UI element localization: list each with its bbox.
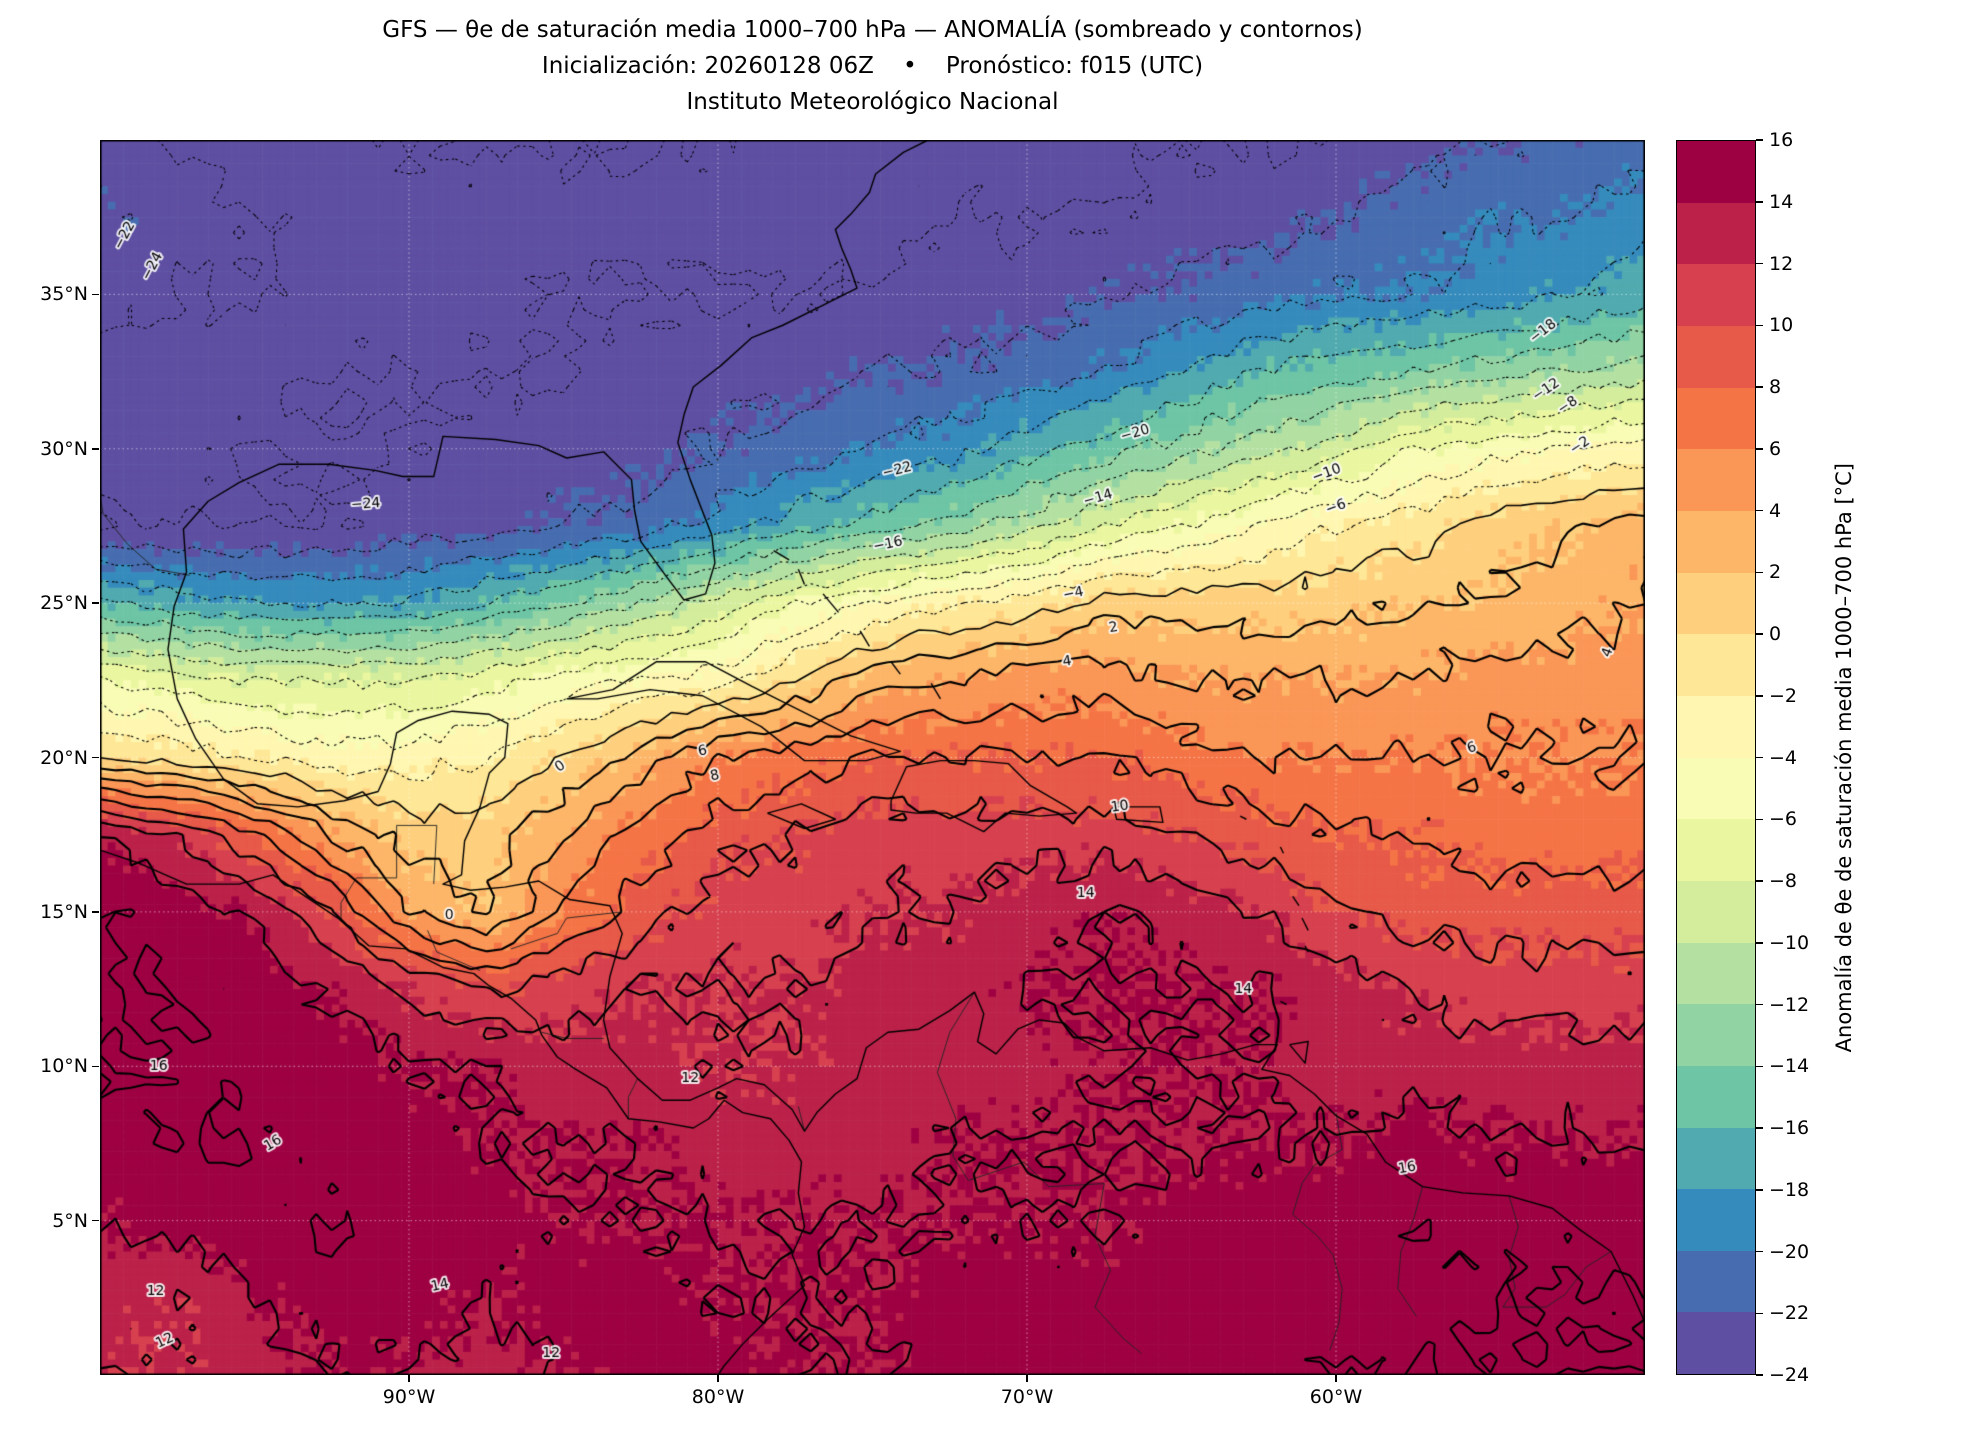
colorbar-tick-mark: [1756, 633, 1763, 635]
y-axis-tick-label: 35°N: [40, 283, 88, 306]
x-axis-tick-mark: [717, 1375, 719, 1382]
colorbar-tick-mark: [1756, 1003, 1763, 1006]
colorbar-tick-mark: [1756, 756, 1763, 759]
y-axis-tick-mark: [92, 756, 99, 759]
map-canvas: [100, 140, 1645, 1375]
colorbar-cell: [1677, 387, 1755, 450]
colorbar-tick-label: −20: [1769, 1240, 1810, 1263]
colorbar-tick-label: −18: [1769, 1178, 1810, 1201]
colorbar-tick-label: −4: [1769, 746, 1798, 769]
colorbar-cell: [1677, 695, 1755, 758]
colorbar-cell: [1677, 141, 1755, 203]
colorbar-tick-mark: [1756, 1127, 1763, 1129]
y-axis-tick-label: 30°N: [40, 437, 88, 460]
y-axis-tick-label: 20°N: [40, 746, 88, 769]
colorbar-tick-mark: [1756, 509, 1763, 512]
x-axis-tick-mark: [408, 1375, 410, 1382]
x-axis-tick-label: 80°W: [691, 1386, 745, 1408]
colorbar-cell: [1677, 1065, 1755, 1128]
colorbar-cell: [1677, 572, 1755, 635]
colorbar-cell: [1677, 757, 1755, 820]
colorbar-tick-mark: [1756, 571, 1763, 573]
colorbar-tick-mark: [1756, 1250, 1763, 1253]
colorbar-tick-label: 4: [1769, 499, 1782, 522]
figure-titles: GFS — θe de saturación media 1000–700 hP…: [100, 12, 1645, 120]
page-title: GFS — θe de saturación media 1000–700 hP…: [382, 17, 1363, 43]
colorbar-tick-label: 14: [1769, 190, 1794, 213]
colorbar-cell: [1677, 1189, 1755, 1251]
y-axis-tick-mark: [92, 602, 99, 604]
y-axis-tick-mark: [92, 911, 99, 913]
y-axis-tick-mark: [92, 448, 99, 450]
colorbar-tick-label: −24: [1769, 1364, 1810, 1386]
colorbar-cell: [1677, 880, 1755, 943]
x-axis-tick-label: 70°W: [1000, 1386, 1054, 1408]
colorbar-cell: [1677, 264, 1755, 326]
y-axis-tick-mark: [92, 1065, 99, 1067]
colorbar-tick-label: −14: [1769, 1055, 1810, 1078]
colorbar-tick-mark: [1756, 1189, 1763, 1191]
colorbar-cell: [1677, 1004, 1755, 1066]
colorbar-cell: [1677, 325, 1755, 388]
colorbar-tick-mark: [1756, 695, 1763, 697]
colorbar-cell: [1677, 1127, 1755, 1190]
colorbar-tick-label: −12: [1769, 993, 1810, 1016]
colorbar-tick-mark: [1756, 1312, 1763, 1314]
x-axis-tick-mark: [1026, 1375, 1028, 1382]
colorbar-tick-mark: [1756, 880, 1763, 882]
colorbar-cell: [1677, 449, 1755, 511]
colorbar-tick-mark: [1756, 942, 1763, 944]
colorbar-tick-label: −6: [1769, 808, 1798, 831]
colorbar-cell: [1677, 1312, 1755, 1375]
colorbar-tick-mark: [1756, 1065, 1763, 1067]
colorbar-tick-label: 6: [1769, 437, 1782, 460]
colorbar-tick-label: −2: [1769, 684, 1798, 707]
colorbar-tick-label: 2: [1769, 561, 1782, 584]
colorbar-tick-mark: [1756, 818, 1763, 820]
y-axis-tick-label: 25°N: [40, 592, 88, 615]
colorbar-tick-label: 0: [1769, 623, 1782, 645]
x-axis-tick-label: 90°W: [382, 1386, 436, 1408]
colorbar-cell: [1677, 942, 1755, 1005]
colorbar-tick-mark: [1756, 262, 1763, 265]
colorbar-tick-label: 10: [1769, 314, 1794, 337]
y-axis-tick-mark: [92, 1219, 99, 1222]
colorbar-cell: [1677, 202, 1755, 265]
colorbar: [1676, 140, 1756, 1375]
y-axis-tick-label: 5°N: [52, 1209, 88, 1232]
colorbar-tick-mark: [1756, 386, 1763, 388]
page-subtitle: Inicialización: 20260128 06Z • Pronóstic…: [541, 53, 1204, 79]
colorbar-tick-mark: [1756, 448, 1763, 450]
x-axis-tick-mark: [1335, 1375, 1337, 1382]
colorbar-tick-label: −8: [1769, 870, 1798, 892]
colorbar-tick-mark: [1756, 1374, 1763, 1376]
institution-name: Instituto Meteorológico Nacional: [686, 89, 1059, 115]
colorbar-tick-label: −16: [1769, 1117, 1810, 1139]
colorbar-tick-mark: [1756, 324, 1763, 326]
colorbar-tick-label: 8: [1769, 376, 1782, 398]
colorbar-tick-mark: [1756, 201, 1763, 203]
colorbar-cell: [1677, 634, 1755, 696]
colorbar-tick-mark: [1756, 139, 1763, 141]
y-axis-tick-label: 10°N: [40, 1055, 88, 1078]
colorbar-cell: [1677, 819, 1755, 881]
x-axis-tick-label: 60°W: [1309, 1386, 1363, 1408]
colorbar-tick-label: 12: [1769, 252, 1794, 275]
colorbar-cell: [1677, 510, 1755, 573]
colorbar-tick-label: −10: [1769, 931, 1810, 954]
y-axis-tick-mark: [92, 293, 99, 296]
colorbar-tick-label: 16: [1769, 129, 1794, 151]
colorbar-tick-label: −22: [1769, 1302, 1810, 1325]
colorbar-cell: [1677, 1250, 1755, 1313]
y-axis-tick-label: 15°N: [40, 900, 88, 923]
